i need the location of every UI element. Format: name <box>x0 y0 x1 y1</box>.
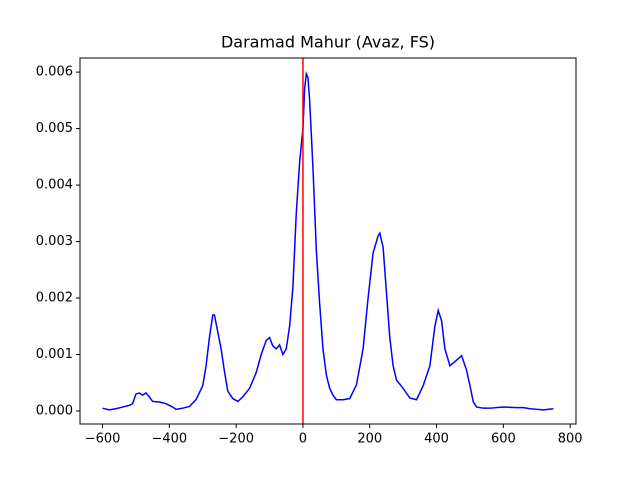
data-line <box>102 70 554 411</box>
x-tick-label: 800 <box>558 432 583 447</box>
y-tick-label: 0.001 <box>36 347 73 362</box>
x-tick-label: 200 <box>357 432 382 447</box>
x-tick-label: −600 <box>85 432 121 447</box>
x-tick-label: −200 <box>218 432 254 447</box>
y-tick-label: 0.002 <box>36 291 73 306</box>
x-tick-label: 400 <box>424 432 449 447</box>
plot-frame <box>79 57 577 425</box>
y-tick-label: 0.003 <box>36 234 73 249</box>
y-tick-label: 0.004 <box>36 178 73 193</box>
x-tick-label: 0 <box>299 432 307 447</box>
x-tick-label: 600 <box>491 432 516 447</box>
x-tick-label: −400 <box>151 432 187 447</box>
y-tick-label: 0.000 <box>36 404 73 419</box>
chart-title: Daramad Mahur (Avaz, FS) <box>221 33 435 52</box>
y-tick-label: 0.006 <box>36 65 73 80</box>
y-tick-label: 0.005 <box>36 121 73 136</box>
